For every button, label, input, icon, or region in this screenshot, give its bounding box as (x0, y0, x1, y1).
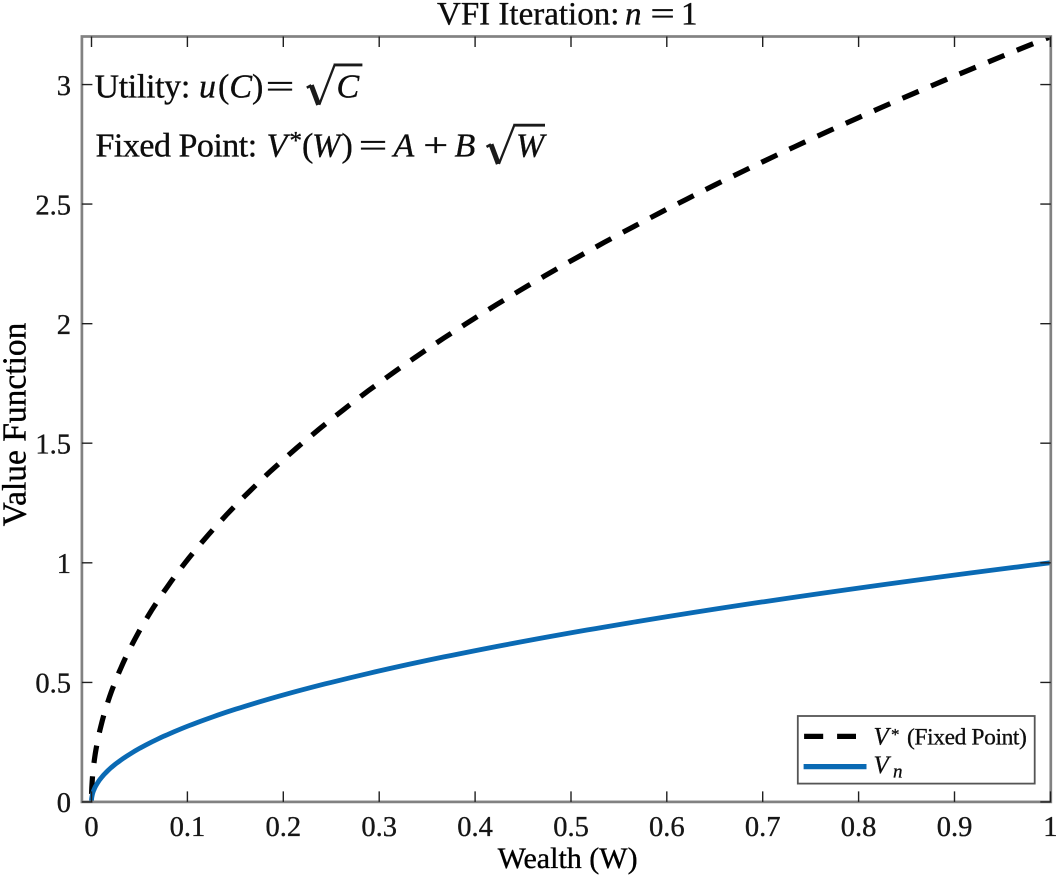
svg-text:+: + (423, 126, 448, 164)
svg-text:0: 0 (57, 788, 71, 819)
svg-text:1: 1 (681, 0, 698, 33)
svg-text:0.5: 0.5 (35, 669, 71, 700)
svg-text:1: 1 (57, 549, 71, 580)
svg-text:0.2: 0.2 (265, 812, 301, 843)
svg-text:0: 0 (84, 812, 98, 843)
svg-text:A: A (392, 127, 415, 164)
svg-text:V: V (874, 723, 892, 750)
svg-text:(Fixed Point): (Fixed Point) (907, 724, 1026, 750)
svg-text:W: W (312, 127, 343, 164)
svg-text:0.7: 0.7 (745, 812, 781, 843)
svg-text:B: B (455, 127, 476, 164)
svg-text:0.3: 0.3 (361, 812, 397, 843)
svg-text:(C): (C) (218, 68, 263, 105)
svg-text:=: = (650, 0, 674, 32)
svg-text:): ) (342, 127, 353, 164)
svg-text:=: = (359, 127, 388, 165)
svg-text:0.6: 0.6 (649, 812, 685, 843)
svg-text:Value Function: Value Function (0, 322, 34, 526)
svg-text:C: C (337, 68, 360, 105)
svg-text:0.9: 0.9 (937, 812, 973, 843)
svg-text:0.4: 0.4 (457, 812, 493, 843)
svg-text:Utility:: Utility: (95, 68, 190, 105)
svg-text:*: * (891, 725, 900, 744)
svg-text:VFI Iteration:: VFI Iteration: (437, 0, 619, 33)
svg-text:0.5: 0.5 (553, 812, 589, 843)
svg-text:2: 2 (57, 310, 71, 341)
svg-text:Fixed Point:: Fixed Point: (96, 127, 257, 164)
svg-text:0.1: 0.1 (170, 812, 206, 843)
svg-text:V: V (874, 752, 892, 779)
svg-text:W: W (516, 127, 547, 164)
svg-text:n: n (625, 0, 642, 33)
svg-text:2.5: 2.5 (35, 190, 71, 221)
svg-text:Wealth (W): Wealth (W) (498, 842, 638, 875)
svg-text:u: u (199, 68, 216, 105)
svg-text:(: ( (302, 127, 313, 164)
svg-text:n: n (893, 762, 903, 783)
svg-text:*: * (290, 128, 303, 155)
svg-text:1.5: 1.5 (35, 429, 71, 460)
svg-text:1: 1 (1043, 812, 1057, 843)
svg-text:=: = (266, 67, 295, 105)
svg-text:3: 3 (57, 71, 71, 102)
svg-text:0.8: 0.8 (841, 812, 877, 843)
